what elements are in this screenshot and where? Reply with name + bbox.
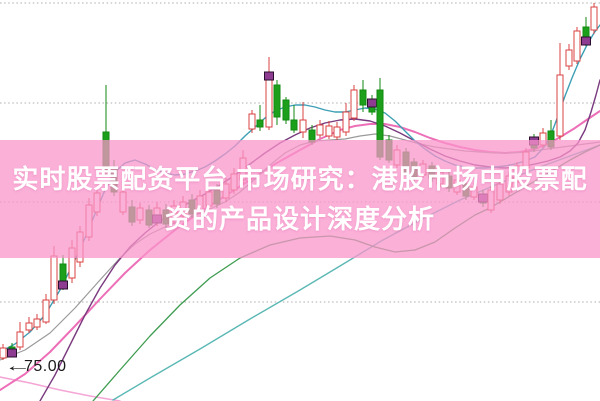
- candle-up: [16, 331, 24, 348]
- signal-marker: [367, 98, 377, 108]
- candle-up: [565, 49, 573, 67]
- candle-up: [25, 322, 33, 331]
- candle-up: [33, 318, 41, 328]
- candle-down: [359, 89, 367, 106]
- candle-up: [248, 113, 256, 130]
- candle-up: [350, 89, 358, 119]
- candle-up: [325, 125, 333, 137]
- candle-up: [590, 6, 598, 31]
- signal-marker: [7, 348, 17, 358]
- candle-up: [556, 74, 564, 137]
- ma-pale-pink: [0, 376, 121, 401]
- candle-down: [282, 99, 290, 121]
- headline-line-1: 实时股票配资平台 市场研究：港股市场中股票配: [12, 164, 588, 194]
- candle-down: [59, 263, 67, 283]
- headline-line-2: 资的产品设计深度分析: [164, 204, 435, 234]
- signal-marker: [581, 36, 591, 46]
- candle-up: [316, 124, 324, 136]
- price-annotation-value: 75.00: [24, 358, 67, 375]
- signal-marker: [58, 280, 68, 290]
- candle-up: [0, 347, 7, 359]
- price-annotation: ←75.00: [4, 358, 67, 376]
- candle-up: [342, 111, 350, 133]
- candle-up: [333, 126, 341, 138]
- candle-up: [50, 255, 58, 301]
- candle-up: [299, 119, 307, 133]
- candle-up: [265, 74, 273, 128]
- candle-down: [256, 119, 264, 128]
- candle-down: [273, 84, 281, 118]
- candle-up: [42, 299, 50, 323]
- signal-marker: [264, 71, 274, 81]
- left-arrow-icon: ←: [4, 358, 32, 375]
- candle-up: [573, 30, 581, 62]
- candle-down: [290, 119, 298, 131]
- headline-banner: 实时股票配资平台 市场研究：港股市场中股票配 资的产品设计深度分析: [0, 140, 600, 258]
